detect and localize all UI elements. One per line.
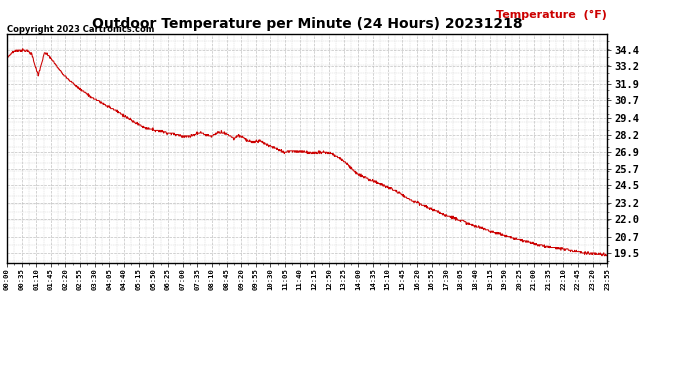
Text: Copyright 2023 Cartronics.com: Copyright 2023 Cartronics.com <box>7 25 155 34</box>
Title: Outdoor Temperature per Minute (24 Hours) 20231218: Outdoor Temperature per Minute (24 Hours… <box>92 17 522 31</box>
Text: Temperature  (°F): Temperature (°F) <box>496 10 607 20</box>
